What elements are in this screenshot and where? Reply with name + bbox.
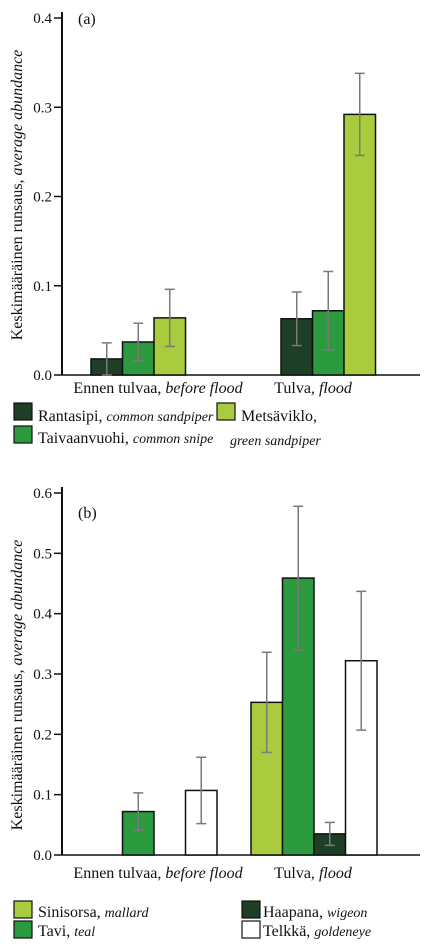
- legend-label: green sandpiper: [230, 434, 321, 449]
- legend-swatch: [13, 402, 33, 421]
- panel-label: (a): [78, 11, 96, 28]
- legend-label: Sinisorsa, mallard: [38, 904, 149, 921]
- y-axis-label: Keskimääräinen runsaus, average abundanc…: [9, 50, 26, 341]
- x-category-label: Ennen tulvaa, before flood: [73, 380, 243, 397]
- legend-label: Rantasipi, common sandpiper: [38, 408, 214, 425]
- y-axis-label: Keskimääräinen runsaus, average abundanc…: [9, 540, 26, 831]
- y-tick-label: 0.0: [33, 848, 52, 864]
- bar: [343, 113, 377, 376]
- y-tick-label: 0.0: [33, 368, 52, 384]
- y-tick-label: 0.2: [33, 190, 52, 206]
- legend-label: Telkkä, goldeneye: [263, 923, 371, 939]
- legend-swatch: [13, 900, 33, 919]
- y-tick-label: 0.4: [33, 607, 52, 623]
- y-tick-label: 0.5: [33, 546, 52, 562]
- legend-label: Haapana, wigeon: [263, 904, 367, 921]
- chart-panel-a: 0.0 0.1 0.2 0.3 0.4 Keskimääräinen runsaus, a…: [9, 11, 420, 449]
- y-axis-label-group: Keskimääräinen runsaus, average abundanc…: [9, 540, 26, 831]
- chart-panel-b: 0.0 0.1 0.2 0.3 0.4 0.5 0.6 Keskimääräinen runs…: [9, 486, 420, 940]
- legend-swatch: [216, 402, 236, 421]
- legend-swatch: [13, 920, 33, 939]
- y-axis-label-group: Keskimääräinen runsaus, average abundanc…: [9, 50, 26, 341]
- y-tick-label: 0.1: [33, 279, 52, 295]
- legend-swatch: [241, 920, 261, 939]
- panel-label: (b): [78, 505, 97, 522]
- x-category-label: Tulva, flood: [274, 865, 353, 882]
- legend-label: Metsäviklo,: [241, 408, 317, 425]
- legend-swatch: [241, 900, 261, 919]
- legend-label: Taivaanvuohi, common snipe: [38, 430, 213, 447]
- y-tick-label: 0.3: [33, 667, 52, 683]
- y-tick-label: 0.3: [33, 100, 52, 116]
- y-tick-label: 0.4: [33, 11, 52, 27]
- legend-swatch: [13, 425, 33, 444]
- x-category-label: Tulva, flood: [274, 380, 353, 397]
- y-tick-label: 0.6: [33, 486, 52, 502]
- y-tick-label: 0.2: [33, 727, 52, 743]
- x-category-label: Ennen tulvaa, before flood: [73, 865, 243, 882]
- legend-label: Tavi, teal: [38, 923, 95, 939]
- y-tick-label: 0.1: [33, 788, 52, 804]
